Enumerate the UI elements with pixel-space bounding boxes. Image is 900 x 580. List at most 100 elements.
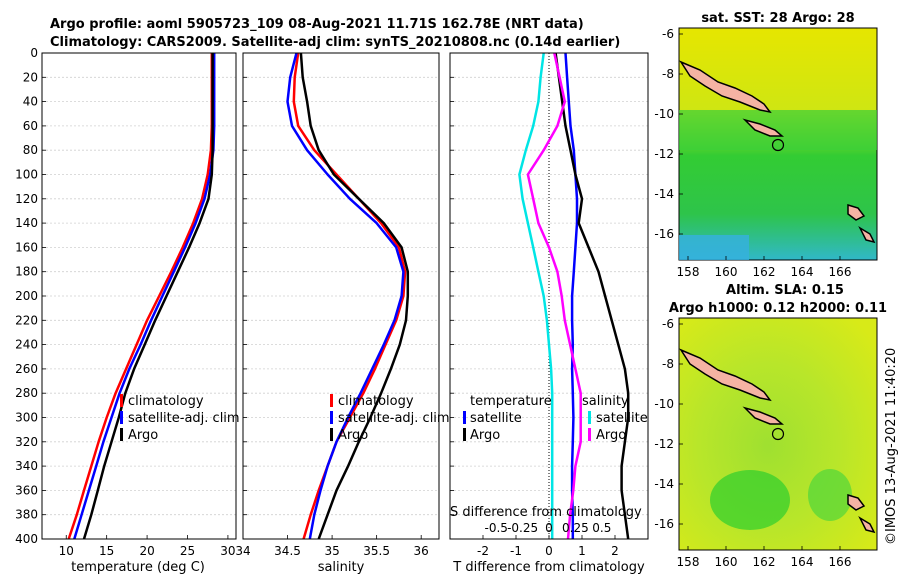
y-tick-label: 80 [23, 143, 38, 157]
x-tick-label: 34 [235, 544, 250, 558]
x-tick-label: 1 [578, 544, 586, 558]
legend-t-argo: Argo [470, 428, 500, 443]
salinity-legend: climatology satellite-adj. clim Argo [330, 394, 450, 443]
legend-climatology: climatology [128, 394, 204, 409]
x-tick-label: 25 [180, 544, 195, 558]
lat-tick-label: -16 [654, 227, 674, 241]
x-tick-label: -1 [510, 544, 522, 558]
argo-location-marker [771, 427, 785, 441]
legend-argo: Argo [128, 428, 158, 443]
lon-tick-label: 162 [753, 265, 776, 279]
island-shape [847, 493, 866, 511]
sst-map-title: sat. SST: 28 Argo: 28 [701, 11, 854, 26]
plot-frame [449, 52, 649, 540]
series-line-argo [82, 53, 214, 540]
y-tick-label: 320 [15, 435, 38, 449]
lon-tick-label: 158 [677, 555, 700, 569]
x-tick-label: -2 [477, 544, 489, 558]
map-axis-ticks: -6 -8 -10 -12 -14 -16 158 160 162 164 166 -6 -8 -10 -1… [654, 27, 851, 569]
y-tick-label: 40 [23, 95, 38, 109]
legend-t-satellite-swatch [463, 411, 466, 424]
y-tick-label: 260 [15, 362, 38, 376]
island-shape [858, 226, 876, 244]
sla-map-title-line-1: Altim. SLA: 0.15 [726, 283, 844, 298]
sla-low-patch [808, 469, 852, 521]
lat-tick-label: -10 [654, 107, 674, 121]
lat-tick-label: -12 [654, 147, 674, 161]
s-tick-label: 0 [545, 521, 553, 535]
figure-title-line-2: Climatology: CARS2009. Satellite-adj cli… [50, 35, 620, 50]
x-tick-label: 10 [59, 544, 74, 558]
series-line-t-satellite [564, 52, 579, 539]
island-shape [742, 406, 785, 425]
difference-legend-temperature: temperature satellite Argo [463, 394, 552, 443]
series-line-climatology [67, 53, 214, 540]
y-tick-label: 280 [15, 386, 38, 400]
lat-tick-label: -10 [654, 397, 674, 411]
y-tick-label: 240 [15, 338, 38, 352]
figure-title-line-1: Argo profile: aoml 5905723_109 08-Aug-20… [50, 17, 584, 32]
s-difference-axis-label: S difference from climatology [450, 505, 642, 520]
s-tick-label: -0.5 [484, 521, 507, 535]
legend-satellite-swatch [330, 411, 333, 424]
island-shape [742, 118, 785, 137]
temperature-panel: 0 20 40 60 80 100 120 140 160 180 200 220 240 260 280 3… [15, 46, 237, 558]
y-tick-label: 60 [23, 119, 38, 133]
s-tick-label: 0.5 [592, 521, 611, 535]
sla-map [678, 317, 878, 551]
salinity-panel: 34 34.5 35 35.5 36 [235, 52, 440, 558]
y-tick-label: 300 [15, 411, 38, 425]
legend-argo-swatch [120, 428, 123, 441]
x-tick-label: 34.5 [274, 544, 301, 558]
plot-frame [41, 52, 237, 540]
x-tick-label: 35 [324, 544, 339, 558]
sla-map-title-line-2: Argo h1000: 0.12 h2000: 0.11 [669, 301, 887, 316]
legend-t-satellite: satellite [470, 411, 522, 426]
legend-s-argo-swatch [588, 428, 591, 441]
difference-panel: -2 -1 0 1 2 [449, 52, 649, 558]
island-shape [679, 348, 772, 402]
lat-tick-label: -12 [654, 437, 674, 451]
x-tick-label: 20 [139, 544, 154, 558]
x-tick-label: 2 [611, 544, 619, 558]
y-tick-label: 200 [15, 289, 38, 303]
lat-tick-label: -6 [662, 317, 674, 331]
temperature-legend: climatology satellite-adj. clim Argo [120, 394, 240, 443]
x-tick-label: 30 [220, 544, 235, 558]
lat-tick-label: -8 [662, 357, 674, 371]
sst-warm-band [679, 110, 877, 150]
island-shape [679, 60, 772, 114]
legend-climatology-swatch [120, 394, 123, 407]
argo-location-marker [771, 138, 785, 152]
series-line-s-satellite [518, 52, 554, 539]
legend-argo: Argo [338, 428, 368, 443]
x-tick-label: 36 [414, 544, 429, 558]
sst-map [678, 27, 878, 261]
series-line-satellite-adj-clim [286, 52, 405, 540]
lon-tick-label: 166 [829, 555, 852, 569]
imos-credit: ©IMOS 13-Aug-2021 11:40:20 [884, 348, 899, 545]
legend-t-argo-swatch [463, 428, 466, 441]
s-tick-label: -0.25 [507, 521, 538, 535]
lat-tick-label: -8 [662, 67, 674, 81]
lon-tick-label: 160 [715, 265, 738, 279]
lon-tick-label: 158 [677, 265, 700, 279]
difference-legend-salinity: salinity satellite Argo [582, 394, 648, 443]
x-tick-label: 15 [99, 544, 114, 558]
legend-s-satellite-swatch [588, 411, 591, 424]
y-tick-label: 0 [30, 46, 38, 60]
s-difference-ticks: -0.5 -0.25 0 0.25 0.5 [484, 521, 611, 535]
lat-tick-label: -16 [654, 517, 674, 531]
y-tick-label: 220 [15, 313, 38, 327]
sst-cool-patch [679, 235, 749, 260]
x-tick-label: 35.5 [363, 544, 390, 558]
legend-satellite-swatch [120, 411, 123, 424]
sla-low-patch [710, 470, 790, 530]
y-tick-label: 100 [15, 168, 38, 182]
legend-argo-swatch [330, 428, 333, 441]
legend-salinity-heading: salinity [582, 394, 629, 409]
x-tick-label: 0 [545, 544, 553, 558]
lon-tick-label: 164 [791, 555, 814, 569]
legend-satellite: satellite-adj. clim [338, 411, 450, 426]
